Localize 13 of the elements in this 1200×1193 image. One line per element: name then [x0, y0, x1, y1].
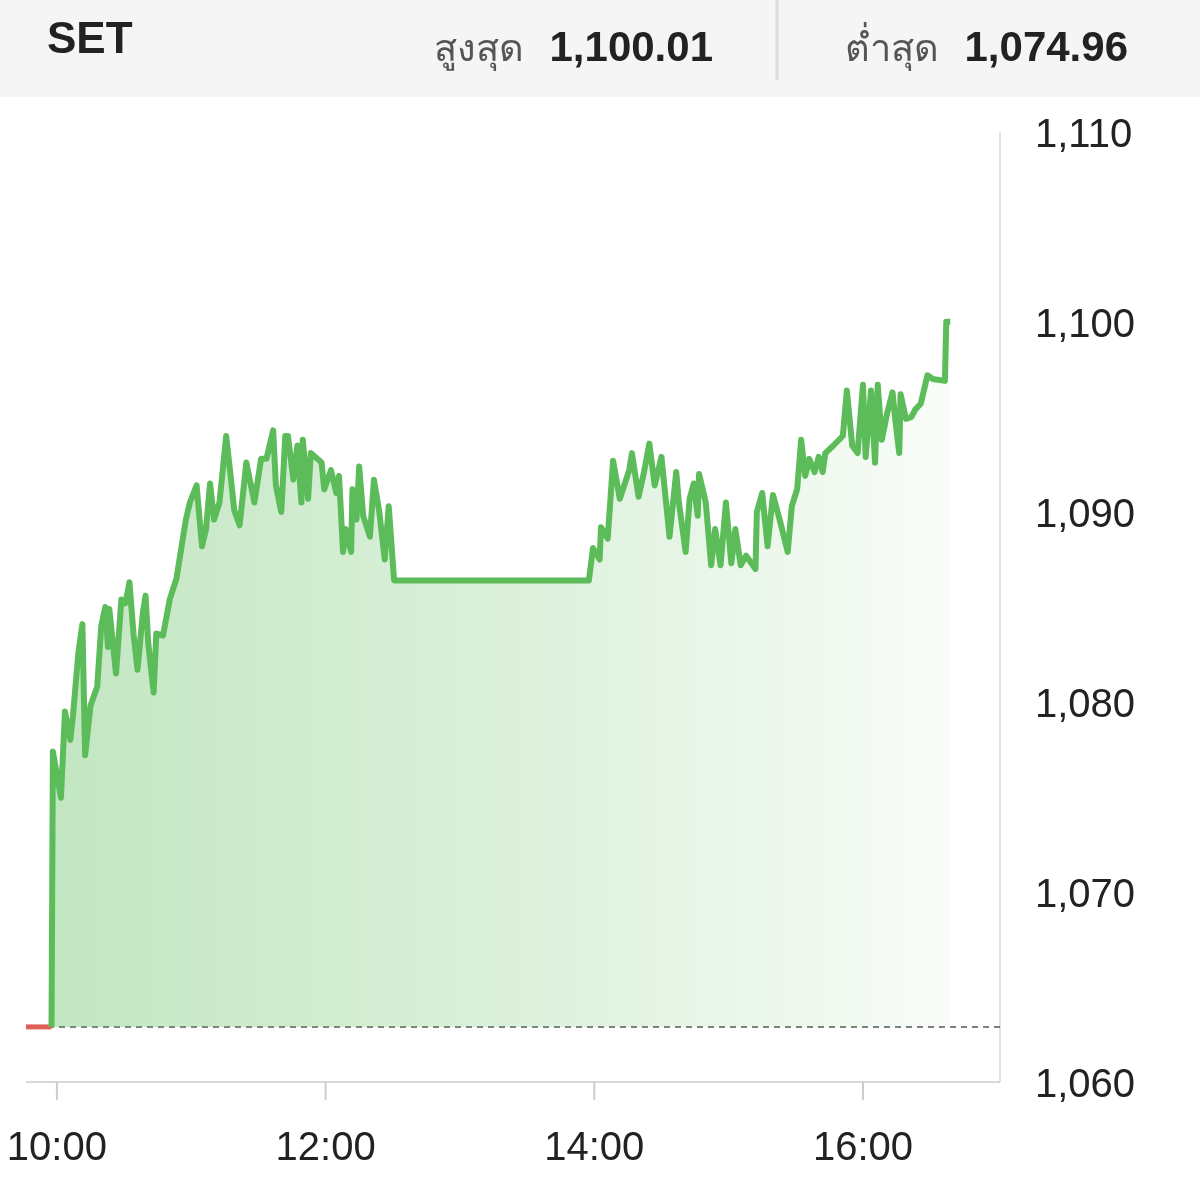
- y-tick-label: 1,110: [1035, 111, 1133, 155]
- x-tick-label: 12:00: [275, 1124, 376, 1168]
- annotation: ต่ำสุด 1,074.96: [844, 23, 1128, 70]
- y-tick-label: 1,070: [1035, 871, 1136, 915]
- y-tick-label: 1,060: [1035, 1061, 1136, 1105]
- x-tick-label: 14:00: [544, 1124, 645, 1168]
- y-tick-label: 1,100: [1035, 301, 1136, 345]
- y-tick-label: 1,080: [1035, 681, 1136, 725]
- x-tick-label: 16:00: [812, 1124, 914, 1168]
- chart-title: SET: [47, 13, 133, 62]
- annotation: สูงสุด 1,100.01: [433, 23, 713, 70]
- x-tick-label: 10:00: [6, 1124, 107, 1168]
- y-tick-label: 1,090: [1035, 491, 1136, 535]
